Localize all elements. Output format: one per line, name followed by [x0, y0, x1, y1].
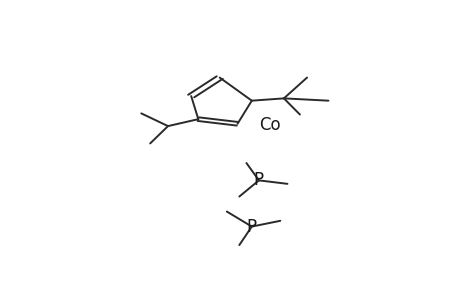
- Text: P: P: [246, 218, 256, 236]
- Text: Co: Co: [258, 116, 280, 134]
- Text: P: P: [253, 171, 263, 189]
